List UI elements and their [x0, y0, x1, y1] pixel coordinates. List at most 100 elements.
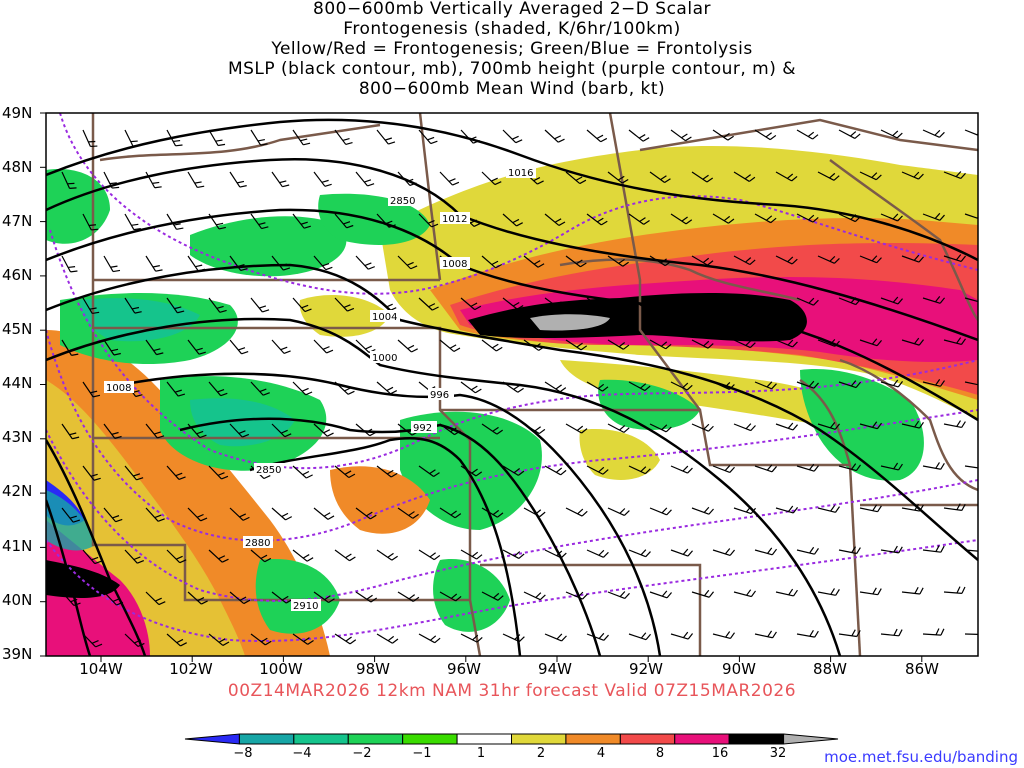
- wind-barb: [229, 591, 251, 605]
- wind-barb: [502, 549, 525, 559]
- colorbar-segment: [347, 733, 404, 745]
- lat-label: 48N: [2, 158, 33, 176]
- wind-barb: [670, 213, 693, 225]
- wind-barb: [712, 631, 735, 639]
- wind-barb: [313, 339, 334, 354]
- wind-barb: [859, 171, 882, 181]
- wind-barb: [502, 213, 523, 227]
- wind-barb: [733, 506, 757, 515]
- wind-barb: [733, 589, 757, 598]
- colorbar-label: −8: [233, 746, 253, 761]
- frontogenesis-shading: [46, 145, 978, 656]
- height-label: 2910: [293, 601, 318, 612]
- wind-barb: [817, 338, 840, 347]
- wind-barb: [82, 129, 98, 148]
- title-line-2: Frontogenesis (shaded, K/6hr/100km): [343, 19, 681, 39]
- wind-barb: [670, 631, 694, 640]
- colorbar-segment: [565, 733, 621, 745]
- credit-link[interactable]: moe.met.fsu.edu/banding: [824, 748, 1018, 766]
- lon-label: 90W: [722, 660, 756, 678]
- wind-barb: [124, 633, 145, 647]
- wind-barb: [145, 423, 165, 439]
- mslp-label: 1016: [508, 168, 533, 179]
- wind-barb: [334, 465, 356, 479]
- wind-barb: [775, 588, 798, 597]
- wind-barb: [565, 423, 588, 434]
- colorbar-label: 4: [596, 746, 606, 761]
- wind-barb: [880, 379, 904, 388]
- wind-barb: [61, 591, 81, 607]
- wind-barb: [586, 129, 608, 143]
- wind-barb: [187, 171, 205, 189]
- colorbar-label: −4: [292, 746, 312, 761]
- wind-barb: [313, 255, 333, 271]
- wind-barb: [712, 213, 735, 224]
- wind-barb: [124, 549, 145, 564]
- height-label: 2880: [245, 538, 270, 549]
- wind-barb: [334, 633, 357, 645]
- valid-time-text: 00Z14MAR2026 12km NAM 31hr forecast Vali…: [227, 681, 797, 701]
- wind-barb: [166, 213, 184, 230]
- wind-barb: [922, 462, 945, 470]
- wind-barb: [292, 381, 313, 396]
- lat-label: 45N: [2, 320, 33, 338]
- wind-barb: [859, 504, 882, 513]
- wind-barb: [880, 129, 903, 139]
- wind-barb: [607, 591, 630, 600]
- wind-barb: [859, 587, 882, 596]
- wind-barb: [796, 297, 819, 306]
- wind-barb: [103, 171, 120, 189]
- wind-barb: [565, 339, 588, 351]
- wind-barb: [838, 213, 861, 223]
- wind-barb: [901, 337, 925, 346]
- wind-barb: [397, 171, 417, 187]
- wind-barb: [649, 423, 672, 433]
- wind-barb: [250, 549, 272, 563]
- wind-barb: [796, 380, 819, 389]
- wind-barb: [712, 129, 734, 141]
- wind-barb: [712, 548, 736, 557]
- wind-barb: [754, 297, 777, 307]
- lon-label: 86W: [905, 660, 939, 678]
- wind-barb: [397, 591, 420, 602]
- height-label: 2850: [256, 465, 281, 476]
- axis-ticks: [40, 112, 923, 662]
- wind-barb: [187, 507, 208, 522]
- wind-barb: [628, 213, 650, 225]
- wind-barb: [943, 503, 966, 512]
- lon-label: 94W: [538, 660, 572, 678]
- wind-barb: [355, 255, 375, 270]
- wind-barb: [124, 465, 144, 481]
- wind-barb: [859, 421, 883, 430]
- wind-barb: [817, 255, 840, 264]
- mslp-label: 992: [413, 423, 432, 434]
- wind-barb: [145, 339, 164, 356]
- wind-barb: [565, 507, 588, 517]
- wind-barb: [733, 171, 756, 182]
- wind-barb: [922, 628, 945, 636]
- wind-barb: [376, 633, 399, 644]
- wind-barb: [145, 591, 166, 606]
- wind-barb: [838, 463, 862, 472]
- mslp-label: 996: [430, 390, 449, 401]
- wind-barb: [460, 129, 481, 144]
- wind-barb: [628, 381, 651, 392]
- colorbar-label: 16: [711, 746, 729, 761]
- wind-barb: [250, 297, 270, 313]
- wind-barb: [754, 213, 777, 224]
- wind-barb: [796, 463, 820, 472]
- lat-label: 40N: [2, 591, 33, 609]
- wind-barb: [460, 549, 483, 560]
- wind-barb: [502, 381, 524, 393]
- mslp-label: 1008: [106, 383, 131, 394]
- wind-barb: [187, 255, 206, 272]
- wind-barb: [376, 381, 398, 395]
- wind-barb: [418, 213, 439, 228]
- wind-barb: [901, 171, 924, 180]
- wind-barb: [775, 171, 798, 182]
- wind-barb: [61, 423, 80, 440]
- colorbar-label: −1: [412, 746, 432, 761]
- wind-barb: [691, 339, 714, 349]
- wind-barb: [187, 339, 206, 355]
- wind-barb: [628, 129, 650, 142]
